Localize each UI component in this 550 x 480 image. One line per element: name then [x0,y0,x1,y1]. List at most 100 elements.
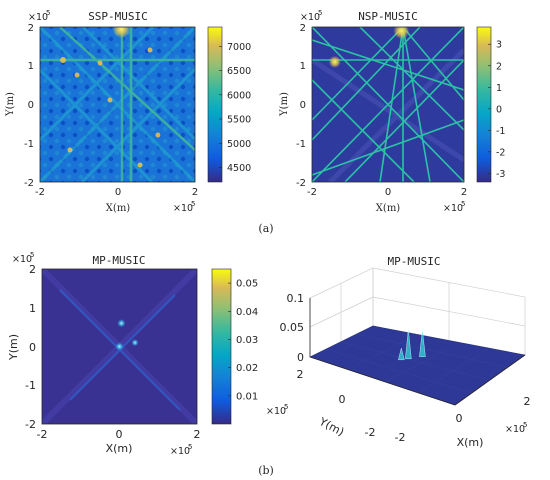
x-exponent-base: ×10 [170,446,190,457]
y-exponent-base: ×10 [12,254,32,265]
y-tick-label: 1 [29,302,36,315]
colorbar: 0.05 0.04 0.03 0.02 0.01 [211,268,258,425]
y-tick-label: 0 [339,393,346,406]
colorbar-tick-label: 3 [496,40,502,51]
mp-music-heatmap-chart: MP-MUSIC ×10 5 -2 0 2 2 1 0 [7,251,258,457]
y-tick-label: 2 [300,23,306,34]
x-tick-labels: -2 0 2 [35,187,198,198]
colorbar: 3 2 1 0 -1 -2 -3 [476,26,505,183]
y-axis-label: Y(m) [5,92,16,117]
ssp-music-chart: SSP-MUSIC ×10 5 [5,9,251,214]
y-tick-labels: 2 1 0 -1 -2 [24,23,34,189]
y-tick-label: -1 [296,139,306,150]
x-tick-label: 2 [192,187,198,198]
x-exponent-base: ×10 [505,424,525,435]
colorbar-tick-label: 0.05 [236,279,258,290]
y-tick-label: -1 [24,139,34,150]
x-tick-label: 2 [524,395,531,408]
y-tick-labels: 2 0 -2 [297,368,376,439]
x-exponent-base: ×10 [443,203,463,214]
colorbar-tick-label: 5500 [227,115,251,126]
y-tick-label: 0 [300,100,306,111]
colorbar-tick-label: 0.03 [236,335,258,346]
ssp-peak-marker [112,27,131,38]
x-axis-label: X(m) [376,203,401,214]
colorbar-tick-label: 7000 [227,42,251,53]
colorbar-tick-label: 6000 [227,90,251,101]
colorbar: 7000 6500 6000 5500 5000 4500 [207,26,251,183]
y-axis-label: Y(m) [279,92,290,117]
y-exponent-power: 5 [46,9,50,17]
x-tick-label: 0 [456,412,463,425]
y-tick-label: 0 [28,100,34,111]
x-exponent-power: 5 [461,200,465,208]
y-tick-label: -2 [24,178,34,189]
x-tick-label: -2 [395,431,406,444]
x-tick-label: 0 [115,187,121,198]
colorbar-tick-label: 6500 [227,66,251,77]
x-tick-labels: -2 0 2 [37,428,201,441]
nsp-peak-marker [393,27,410,39]
x-tick-label: -2 [35,187,45,198]
x-exponent-power: 5 [523,421,527,429]
colorbar-tick-label: 0.02 [236,363,258,374]
z-tick-label: 0 [297,351,304,364]
colorbar-tick-label: 5000 [227,139,251,150]
surface-peak [405,329,412,360]
z-tick-labels: 0.1 0.05 0 [280,292,305,364]
chart-title: NSP-MUSIC [358,10,418,23]
nsp-music-chart: NSP-MUSIC ×10 5 [279,9,505,214]
y-exponent-power: 5 [284,403,288,411]
x-tick-labels: -2 0 2 [307,187,467,198]
mp-peak-marker [115,342,124,351]
y-axis-label: Y(m) [7,334,20,361]
y-tick-label: 1 [300,61,306,72]
y-tick-label: 2 [29,263,36,276]
heatmap-image [312,27,464,182]
colorbar-tick-label: 0.01 [236,391,258,402]
x-axis-label: X(m) [457,436,484,449]
colorbar-tick-label: -1 [496,126,505,137]
y-exponent-base: ×10 [28,12,48,23]
y-tick-labels: 2 1 0 -1 -2 [25,263,36,431]
colorbar-tick-label: 0.04 [236,307,258,318]
mp-peak-marker [131,339,139,347]
x-axis-label: X(m) [106,203,131,214]
x-exponent-base: ×10 [173,203,193,214]
colorbar-tick-label: -3 [496,169,505,180]
nsp-peak-marker [328,55,341,68]
y-exponent-power: 5 [318,9,322,17]
panel-label-a: (a) [258,222,273,235]
z-tick-label: 0.1 [287,292,305,305]
surface-peaks [398,329,426,361]
x-tick-labels: -2 0 2 [395,395,531,444]
chart-title: MP-MUSIC [388,255,441,268]
mp-peak-marker [117,319,126,328]
x-tick-label: -2 [37,428,48,441]
heatmap-image [42,269,197,424]
x-exponent-power: 5 [188,443,192,451]
chart-title: SSP-MUSIC [88,10,148,23]
y-tick-labels: 2 1 0 -1 -2 [296,23,306,189]
y-tick-label: -2 [365,426,376,439]
y-tick-label: 1 [28,61,34,72]
y-tick-label: -2 [25,418,36,431]
chart-title: MP-MUSIC [93,254,146,267]
y-tick-label: 0 [29,341,36,354]
y-tick-label: 2 [28,23,34,34]
panel-label-b: (b) [258,464,274,477]
heatmap-image [40,27,195,182]
x-tick-label: 0 [385,187,391,198]
y-axis-label: Y(m) [316,415,346,439]
z-tick-label: 0.05 [280,321,305,334]
y-exponent-base: ×10 [266,406,286,417]
y-tick-label: -1 [25,379,36,392]
colorbar-tick-label: 2 [496,61,502,72]
x-axis-label: X(m) [106,442,133,455]
y-tick-label: -2 [296,178,306,189]
y-tick-label: 2 [297,368,304,381]
y-exponent-base: ×10 [300,12,320,23]
x-tick-label: 2 [194,428,201,441]
surface-peak [398,347,405,361]
x-tick-label: -2 [307,187,317,198]
